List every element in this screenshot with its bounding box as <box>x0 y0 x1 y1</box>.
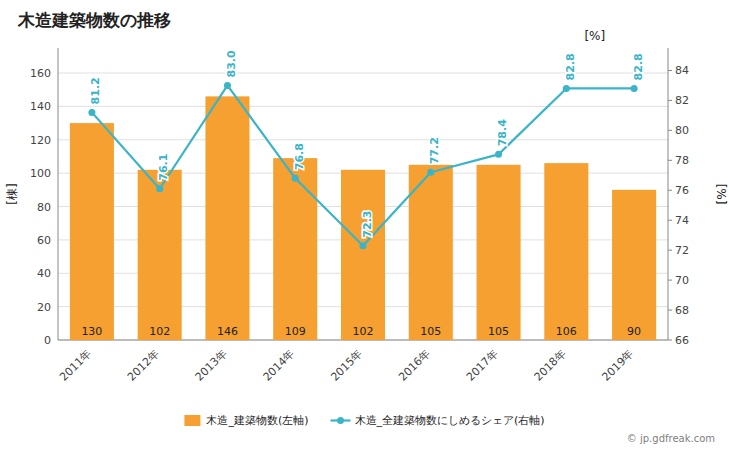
bar-label: 102 <box>149 325 170 338</box>
y2-tick <box>668 220 672 221</box>
y-tick-label: 100 <box>30 167 51 180</box>
line-point <box>88 109 95 116</box>
legend-marker <box>337 417 344 424</box>
bar <box>612 190 656 340</box>
line-point <box>495 151 502 158</box>
line-point <box>292 175 299 182</box>
bar-label: 106 <box>556 325 577 338</box>
x-tick-label: 2016年 <box>396 347 433 384</box>
y2-tick-label: 68 <box>675 304 689 317</box>
y-axis-line <box>58 48 59 340</box>
y-tick-label: 140 <box>30 100 51 113</box>
y2-tick <box>668 280 672 281</box>
y2-tick <box>668 310 672 311</box>
y-tick-label: 60 <box>37 234 51 247</box>
x-tick-label: 2013年 <box>193 347 230 384</box>
y2-tick-label: 74 <box>675 214 689 227</box>
x-tick-label: 2015年 <box>328 347 365 384</box>
bar-label: 109 <box>285 325 306 338</box>
title: 木造建築物数の推移 <box>17 10 171 30</box>
line-point <box>563 85 570 92</box>
y2-tick-label: 84 <box>675 64 689 77</box>
x-tick-label: 2012年 <box>125 347 162 384</box>
legend: 木造_建築物数(左軸) 木造_全建築物数にしめるシェア(右軸) <box>184 414 544 427</box>
y2-tick <box>668 70 672 71</box>
x-tick-label: 2011年 <box>57 347 94 384</box>
bar-label: 146 <box>217 325 238 338</box>
line-label: 82.8 <box>564 53 577 80</box>
line-label: 83.0 <box>225 50 238 77</box>
grid-line <box>58 106 668 107</box>
y2-tick-label: 82 <box>675 94 689 107</box>
y-tick-label: 80 <box>37 201 51 214</box>
line-point <box>156 185 163 192</box>
x-tick-label: 2017年 <box>464 347 501 384</box>
marks <box>70 82 656 340</box>
legend-label: 木造_全建築物数にしめるシェア(右軸) <box>355 414 545 427</box>
y2-tick <box>668 340 672 341</box>
line-point <box>360 242 367 249</box>
grid <box>58 73 668 340</box>
line-label: 82.8 <box>632 53 645 80</box>
legend-item: 木造_建築物数(左軸) <box>184 414 308 427</box>
grid-line <box>58 139 668 140</box>
bar <box>70 123 114 340</box>
y2-tick-label: 66 <box>675 334 689 347</box>
bar-label: 105 <box>420 325 441 338</box>
bar-label: 130 <box>81 325 102 338</box>
y2-tick <box>668 190 672 191</box>
line-label: 81.2 <box>89 77 102 104</box>
line-point <box>631 85 638 92</box>
x-tick-label: 2014年 <box>261 347 298 384</box>
line-label: 78.4 <box>496 119 509 146</box>
bar-label: 102 <box>353 325 374 338</box>
y2-axis-line <box>668 48 669 340</box>
x-tick-label: 2018年 <box>532 347 569 384</box>
line-label: 76.1 <box>157 154 170 181</box>
line-label: 76.8 <box>293 143 306 170</box>
legend-swatch <box>184 415 200 426</box>
legend-label: 木造_建築物数(左軸) <box>206 414 308 427</box>
y-tick-label: 20 <box>37 301 51 314</box>
y2-tick <box>668 250 672 251</box>
watermark: © jp.gdfreak.com <box>627 433 715 444</box>
y2-tick <box>668 160 672 161</box>
chart: 木造建築物数の推移 0 20 40 60 80 100 120 140 160 66 68 70 72 74… <box>0 0 729 450</box>
line <box>92 85 634 245</box>
line-label: 72.3 <box>361 211 374 238</box>
y2-tick <box>668 130 672 131</box>
y2-axis-label: [%] <box>714 184 728 205</box>
bar <box>544 163 588 340</box>
y2-tick-label: 70 <box>675 274 689 287</box>
y-tick-label: 120 <box>30 134 51 147</box>
bar <box>477 165 521 340</box>
line-point <box>224 82 231 89</box>
bar-label: 105 <box>488 325 509 338</box>
line-point <box>427 169 434 176</box>
line-label: 77.2 <box>428 137 441 164</box>
y2-tick-label: 76 <box>675 184 689 197</box>
y2-tick-label: 78 <box>675 154 689 167</box>
y2-tick-label: 80 <box>675 124 689 137</box>
y2-tick <box>668 100 672 101</box>
bar <box>205 96 249 340</box>
bar <box>409 165 453 340</box>
y-tick-label: 160 <box>30 67 51 80</box>
x-tick-label: 2019年 <box>599 347 636 384</box>
bar <box>138 170 182 340</box>
bar <box>273 158 317 340</box>
y-tick-label: 0 <box>44 334 51 347</box>
y-tick-label: 40 <box>37 267 51 280</box>
bar-label: 90 <box>627 325 641 338</box>
annotation: [%] <box>584 29 605 43</box>
data-labels: 130 102 146 109 102 105 105 106 90 81.2 76.1 83.0 76… <box>81 50 644 338</box>
legend-item: 木造_全建築物数にしめるシェア(右軸) <box>331 414 545 427</box>
y2-tick-label: 72 <box>675 244 689 257</box>
y-axis-label: [棟] <box>5 183 19 204</box>
bar <box>341 170 385 340</box>
